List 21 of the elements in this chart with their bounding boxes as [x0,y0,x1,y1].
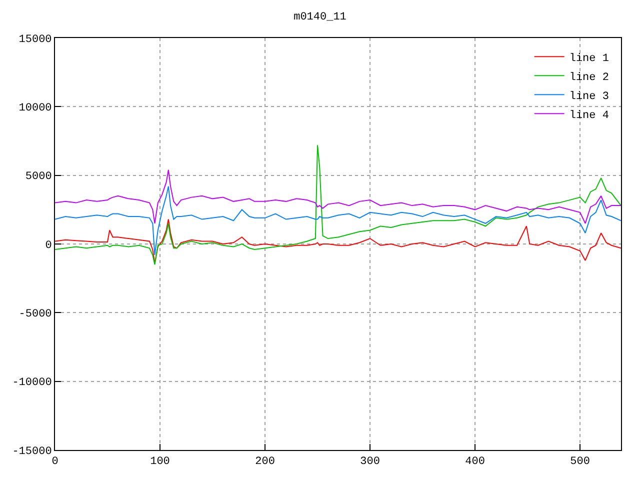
x-tick-label: 200 [255,456,275,468]
x-tick-label: 300 [360,456,380,468]
y-tick-label: 10000 [18,102,52,115]
y-tick-label: -5000 [18,308,52,321]
y-tick-label: 0 [45,240,52,252]
y-tick-label: 15000 [18,34,52,46]
line-series [55,218,621,264]
legend-label: line 4 [569,110,610,122]
x-tick-label: 100 [150,456,170,468]
x-tick-label: 500 [570,456,590,468]
y-tick-label: -15000 [12,446,52,458]
legend-label: line 2 [569,72,609,84]
y-tick-label: -10000 [12,377,52,390]
legend-label: line 3 [569,90,609,103]
line-series [55,169,621,224]
legend-label: line 1 [569,52,610,65]
line-series [55,144,621,266]
chart-title: m0140_11 [294,12,347,24]
y-tick-label: 5000 [25,171,52,184]
x-tick-label: 400 [465,456,485,468]
line-series [55,186,621,256]
